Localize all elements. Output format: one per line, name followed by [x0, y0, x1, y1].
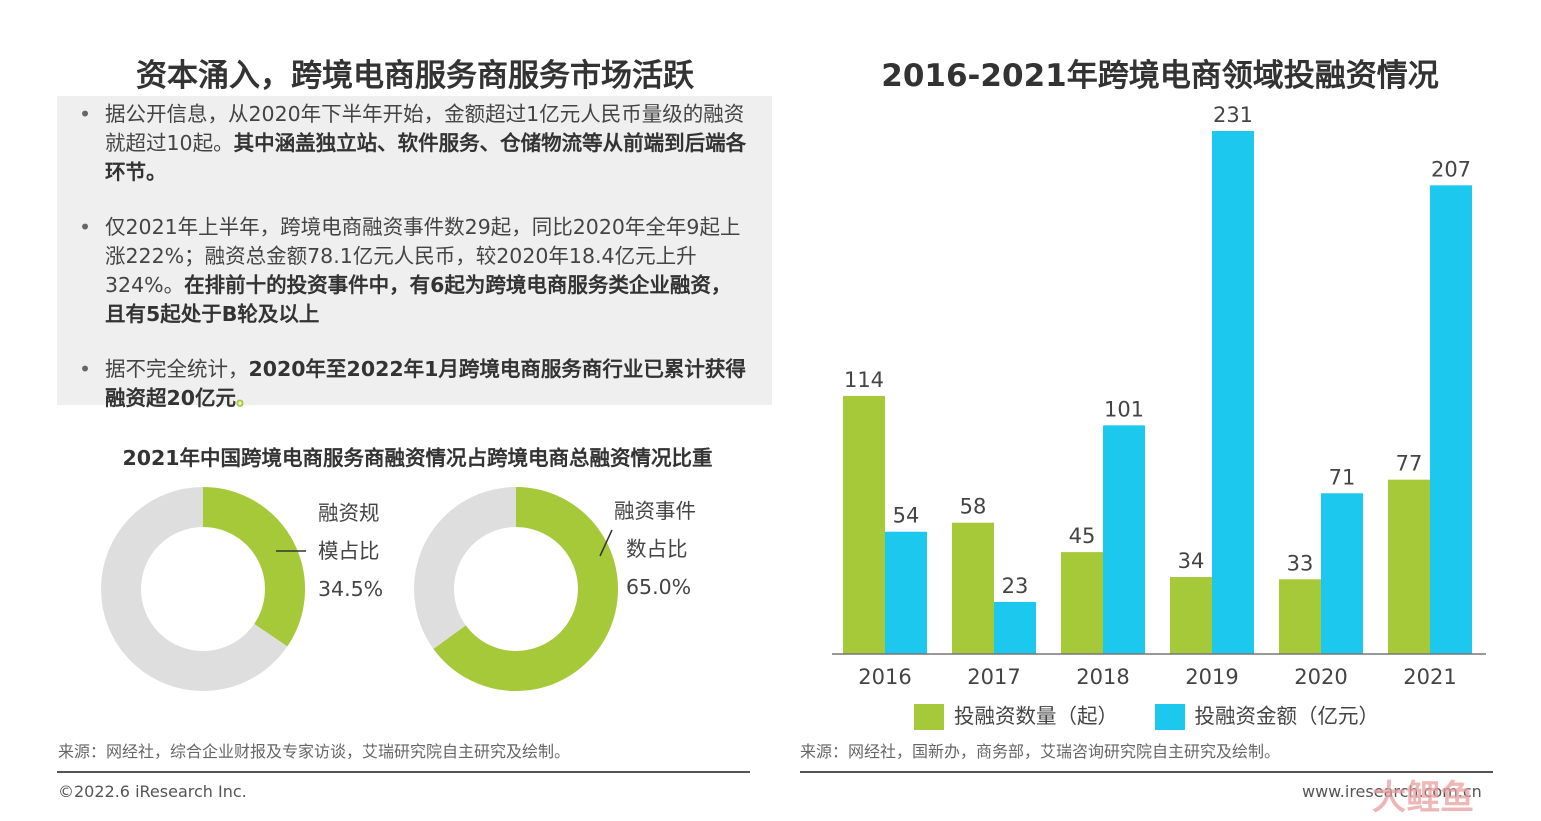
x-tick-label-2019: 2019: [1185, 665, 1238, 689]
legend-swatch-blue: [1154, 704, 1185, 730]
data-label-2016-amount: 54: [893, 504, 920, 528]
bullet-3-tail: 。: [236, 386, 257, 410]
bar-2019-count: [1170, 577, 1212, 654]
data-label-2020-count: 33: [1287, 551, 1314, 575]
bar-2021-amount: [1430, 185, 1472, 655]
x-tick-label-2017: 2017: [967, 665, 1020, 689]
left-title: 资本涌入，跨境电商服务商服务市场活跃: [136, 58, 694, 94]
donut-1-label-line1: 融资规: [318, 501, 380, 525]
donut-2-value: 65.0%: [626, 575, 692, 599]
data-label-2017-count: 58: [960, 495, 987, 519]
left-divider: [57, 771, 750, 773]
bullet-2-text: 仅2021年上半年，跨境电商融资事件数29起，同比2020年全年9起上涨222%…: [105, 215, 741, 297]
legend-item-count: 投融资数量（起）: [914, 704, 1118, 730]
bullet-2: 仅2021年上半年，跨境电商融资事件数29起，同比2020年全年9起上涨222%…: [79, 213, 750, 329]
data-label-2019-amount: 231: [1213, 103, 1253, 127]
left-source: 来源：网经社，综合企业财报及专家访谈，艾瑞研究院自主研究及绘制。: [58, 742, 571, 761]
donut-1-value: 34.5%: [318, 577, 384, 601]
bar-2016-count: [843, 395, 885, 654]
data-label-2018-amount: 101: [1104, 397, 1144, 421]
data-label-2021-count: 77: [1396, 452, 1423, 476]
donut-1-label: 融资规 模占比 34.5%: [318, 494, 383, 608]
data-label-2021-amount: 207: [1431, 157, 1471, 181]
legend-item-amount: 投融资金额（亿元）: [1154, 704, 1380, 730]
bar-chart: 114 54 2016 58 23 2017 45 101 2018 34 231 2019 33 71 2…: [832, 103, 1486, 689]
legend-swatch-green: [914, 704, 944, 730]
chart-legend: 投融资数量（起） 投融资金额（亿元）: [914, 699, 1379, 730]
x-tick-label-2018: 2018: [1076, 665, 1129, 689]
donut-chart-2: [414, 487, 618, 691]
donut-2-value-arc: [433, 487, 618, 691]
donut-1-value-arc: [202, 487, 305, 647]
data-label-2016-count: 114: [844, 368, 884, 392]
donut-2-label: 融资事件 数占比 65.0%: [614, 492, 696, 606]
right-source: 来源：网经社，国新办，商务部，艾瑞咨询研究院自主研究及绘制。: [800, 742, 1281, 761]
bar-2016-amount: [885, 531, 927, 654]
x-tick-label-2021: 2021: [1403, 665, 1456, 689]
bullet-2-bold: 在排前十的投资事件中，有6起为跨境电商服务类企业融资，且有5起处于B轮及以上: [105, 273, 732, 326]
data-label-2019-count: 34: [1178, 549, 1205, 573]
donut-section-title: 2021年中国跨境电商服务商融资情况占跨境电商总融资情况比重: [122, 446, 713, 470]
bullet-1-bold: 其中涵盖独立站、软件服务、仓储物流等从前端到后端各环节。: [105, 131, 747, 184]
bar-2020-amount: [1321, 493, 1363, 654]
right-divider: [800, 771, 1493, 773]
bullet-3: 据不完全统计，2020年至2022年1月跨境电商服务商行业已累计获得融资超20亿…: [79, 355, 750, 413]
website-link[interactable]: www.iresearch.com.cn: [1302, 782, 1482, 801]
watermark-logo: 大鲤鱼: [1372, 778, 1474, 818]
data-label-2020-amount: 71: [1329, 465, 1356, 489]
info-box: 据公开信息，从2020年下半年开始，金额超过1亿元人民币量级的融资就超过10起。…: [57, 96, 772, 410]
legend-label-count: 投融资数量（起）: [954, 704, 1118, 728]
bar-2019-amount: [1212, 131, 1254, 654]
legend-label-amount: 投融资金额（亿元）: [1194, 704, 1380, 728]
chart-title: 2016-2021年跨境电商领域投融资情况: [881, 58, 1439, 94]
x-tick-label-2020: 2020: [1294, 665, 1347, 689]
bar-2021-count: [1388, 479, 1430, 654]
bullet-3-bold: 2020年至2022年1月跨境电商服务商行业已累计获得融资超20亿元: [105, 357, 746, 410]
bar-2017-amount: [994, 601, 1036, 654]
donut-2-label-line1: 融资事件: [614, 499, 696, 523]
bar-2018-count: [1061, 552, 1103, 654]
copyright: ©2022.6 iResearch Inc.: [58, 782, 247, 801]
x-tick-label-2016: 2016: [858, 665, 911, 689]
donut-1-leader-line: [276, 550, 306, 552]
donut-chart-1: [101, 487, 305, 691]
bar-2018-amount: [1103, 425, 1145, 654]
donut-1-label-line2: 模占比: [318, 539, 380, 563]
data-label-2018-count: 45: [1069, 524, 1096, 548]
data-label-2017-amount: 23: [1002, 574, 1029, 598]
bullet-3-text: 据不完全统计，: [105, 357, 249, 381]
bullet-1: 据公开信息，从2020年下半年开始，金额超过1亿元人民币量级的融资就超过10起。…: [79, 100, 750, 187]
bar-2020-count: [1279, 579, 1321, 654]
donut-2-label-line2: 数占比: [626, 537, 688, 561]
bullet-1-text: 据公开信息，从2020年下半年开始，金额超过1亿元人民币量级的融资就超过10起。: [105, 102, 745, 155]
donut-2-leader-line: [599, 529, 613, 557]
bar-2017-count: [952, 522, 994, 654]
